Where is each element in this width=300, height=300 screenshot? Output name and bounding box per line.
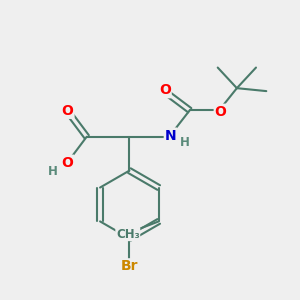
Text: Br: Br (121, 259, 138, 273)
Text: H: H (48, 165, 58, 178)
Text: CH₃: CH₃ (116, 228, 140, 241)
Text: H: H (179, 136, 189, 148)
Text: N: N (165, 129, 176, 142)
Text: O: O (215, 105, 226, 119)
Text: O: O (159, 83, 171, 97)
Text: O: O (61, 104, 74, 118)
Text: O: O (61, 156, 74, 170)
